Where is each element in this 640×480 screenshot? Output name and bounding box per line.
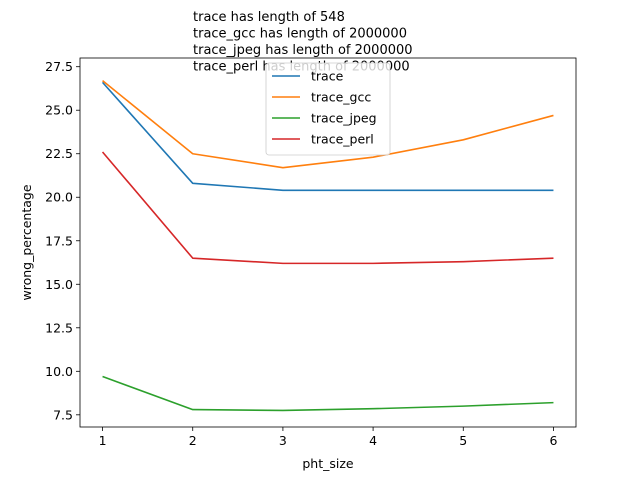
x-axis-ticks: 1 2 3 4 5 6 <box>99 427 557 448</box>
y-tick-label: 15.0 <box>45 277 73 292</box>
legend: trace trace_gcc trace_jpeg trace_perl <box>265 62 391 156</box>
x-tick-label: 5 <box>459 433 467 448</box>
series-line-trace-jpeg <box>102 375 554 412</box>
y-axis-label: wrong_percentage <box>19 184 34 300</box>
x-tick-label: 4 <box>369 433 377 448</box>
legend-box <box>265 62 391 156</box>
title-line: trace_gcc has length of 2000000 <box>193 27 407 42</box>
legend-entry: trace <box>311 69 344 84</box>
series-lines <box>101 80 554 412</box>
title-line: trace has length of 548 <box>193 10 345 25</box>
series-line-trace-perl <box>101 151 554 265</box>
plot-area <box>79 57 577 428</box>
y-tick-label: 22.5 <box>45 146 73 161</box>
x-axis-label: pht_size <box>302 456 354 471</box>
x-tick-label: 6 <box>549 433 557 448</box>
y-tick-label: 7.5 <box>53 407 73 422</box>
y-tick-label: 20.0 <box>45 190 73 205</box>
x-tick-label: 3 <box>279 433 287 448</box>
y-axis-ticks: 7.5 10.0 12.5 15.0 17.5 20.0 22.5 25.0 27.5 <box>45 59 80 422</box>
series-line-trace <box>101 81 554 192</box>
y-tick-label: 27.5 <box>45 59 73 74</box>
x-tick-label: 1 <box>99 433 107 448</box>
legend-entry: trace_perl <box>311 132 374 147</box>
y-tick-label: 25.0 <box>45 103 73 118</box>
x-tick-label: 2 <box>189 433 197 448</box>
legend-entry: trace_gcc <box>311 90 371 105</box>
series-line-trace-gcc <box>102 80 554 169</box>
y-tick-label: 12.5 <box>45 320 73 335</box>
legend-entry: trace_jpeg <box>311 111 377 126</box>
y-tick-label: 17.5 <box>45 233 73 248</box>
y-tick-label: 10.0 <box>45 364 73 379</box>
title-line: trace_jpeg has length of 2000000 <box>193 43 413 58</box>
